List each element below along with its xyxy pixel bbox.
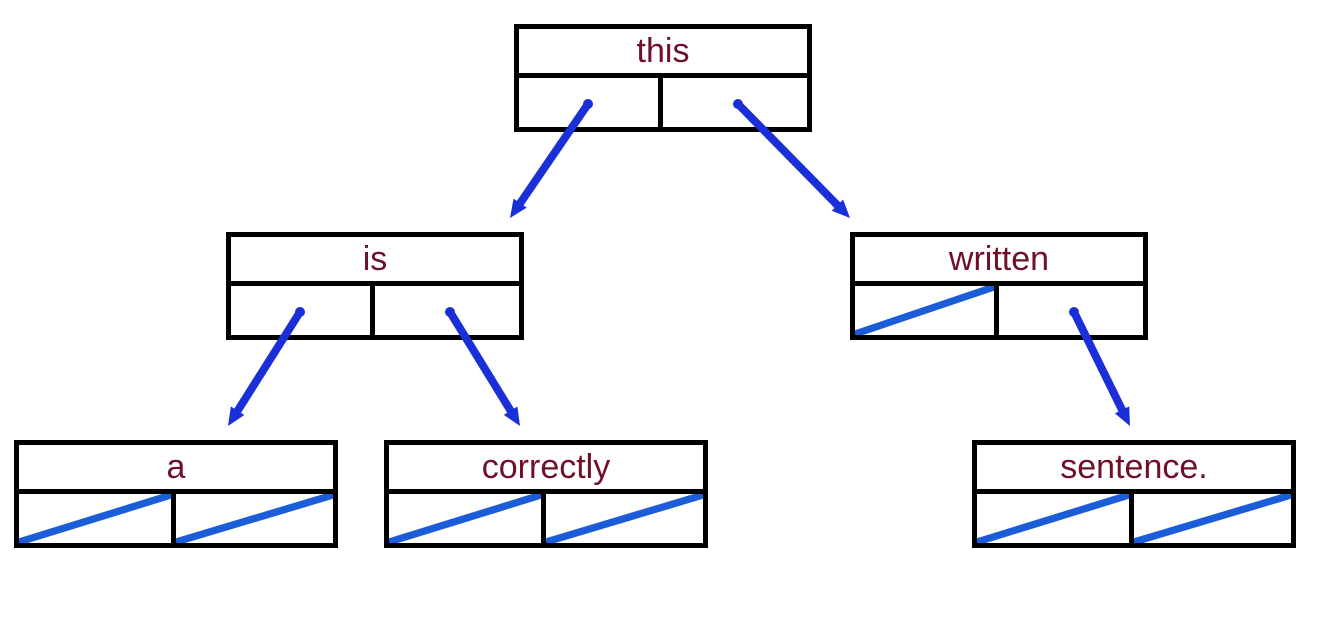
node-left-slot — [977, 494, 1134, 543]
node-label-cell: written — [855, 237, 1143, 286]
tree-node-this: this — [514, 24, 812, 132]
node-label: written — [949, 240, 1049, 279]
node-left-slot — [19, 494, 176, 543]
node-right-slot — [546, 494, 703, 543]
node-right-slot — [375, 286, 519, 335]
tree-node-correctly: correctly — [384, 440, 708, 548]
node-right-slot — [999, 286, 1143, 335]
node-children-row — [19, 494, 333, 543]
node-left-slot — [855, 286, 999, 335]
node-children-row — [231, 286, 519, 335]
node-label-cell: a — [19, 445, 333, 494]
node-label: is — [363, 240, 388, 279]
node-left-slot — [231, 286, 375, 335]
node-label: this — [637, 32, 690, 71]
node-label-cell: correctly — [389, 445, 703, 494]
node-left-slot — [519, 78, 663, 127]
node-right-slot — [176, 494, 333, 543]
node-label-cell: sentence. — [977, 445, 1291, 494]
tree-node-written: written — [850, 232, 1148, 340]
node-children-row — [389, 494, 703, 543]
node-label-cell: is — [231, 237, 519, 286]
node-children-row — [855, 286, 1143, 335]
node-left-slot — [389, 494, 546, 543]
tree-node-a: a — [14, 440, 338, 548]
node-label: sentence. — [1060, 448, 1207, 487]
tree-node-is: is — [226, 232, 524, 340]
node-label: a — [167, 448, 186, 487]
node-children-row — [519, 78, 807, 127]
node-label-cell: this — [519, 29, 807, 78]
node-right-slot — [1134, 494, 1291, 543]
tree-node-sentence: sentence. — [972, 440, 1296, 548]
node-label: correctly — [482, 448, 610, 487]
node-right-slot — [663, 78, 807, 127]
node-children-row — [977, 494, 1291, 543]
